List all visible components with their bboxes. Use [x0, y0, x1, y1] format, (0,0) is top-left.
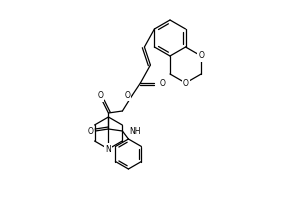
Text: O: O: [124, 90, 130, 99]
Text: NH: NH: [129, 127, 141, 136]
Text: N: N: [106, 144, 111, 154]
Text: O: O: [198, 51, 204, 60]
Text: O: O: [159, 78, 165, 88]
Text: O: O: [183, 78, 188, 88]
Text: O: O: [88, 127, 93, 136]
Text: O: O: [98, 92, 103, 100]
